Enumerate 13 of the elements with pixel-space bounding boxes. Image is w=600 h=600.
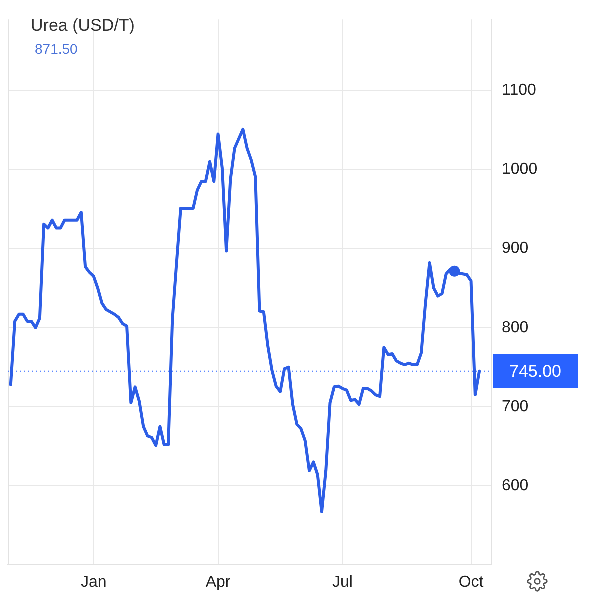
ref-line-label: 745.00 — [510, 362, 562, 382]
y-tick-label: 600 — [502, 477, 529, 494]
annotation: 871.50 — [35, 41, 78, 57]
y-tick-label: 700 — [502, 398, 529, 416]
x-tick-label: Jul — [332, 574, 353, 592]
x-tick-label: Apr — [206, 574, 232, 592]
x-tick-label: Oct — [458, 574, 484, 592]
y-tick-label: 800 — [502, 319, 529, 336]
x-tick-label: Jan — [80, 574, 107, 592]
y-tick-label: 1100 — [502, 82, 537, 100]
y-tick-label: 1000 — [502, 161, 538, 178]
chart-title: Urea (USD/T) — [31, 16, 135, 35]
y-tick-label: 900 — [502, 240, 529, 258]
